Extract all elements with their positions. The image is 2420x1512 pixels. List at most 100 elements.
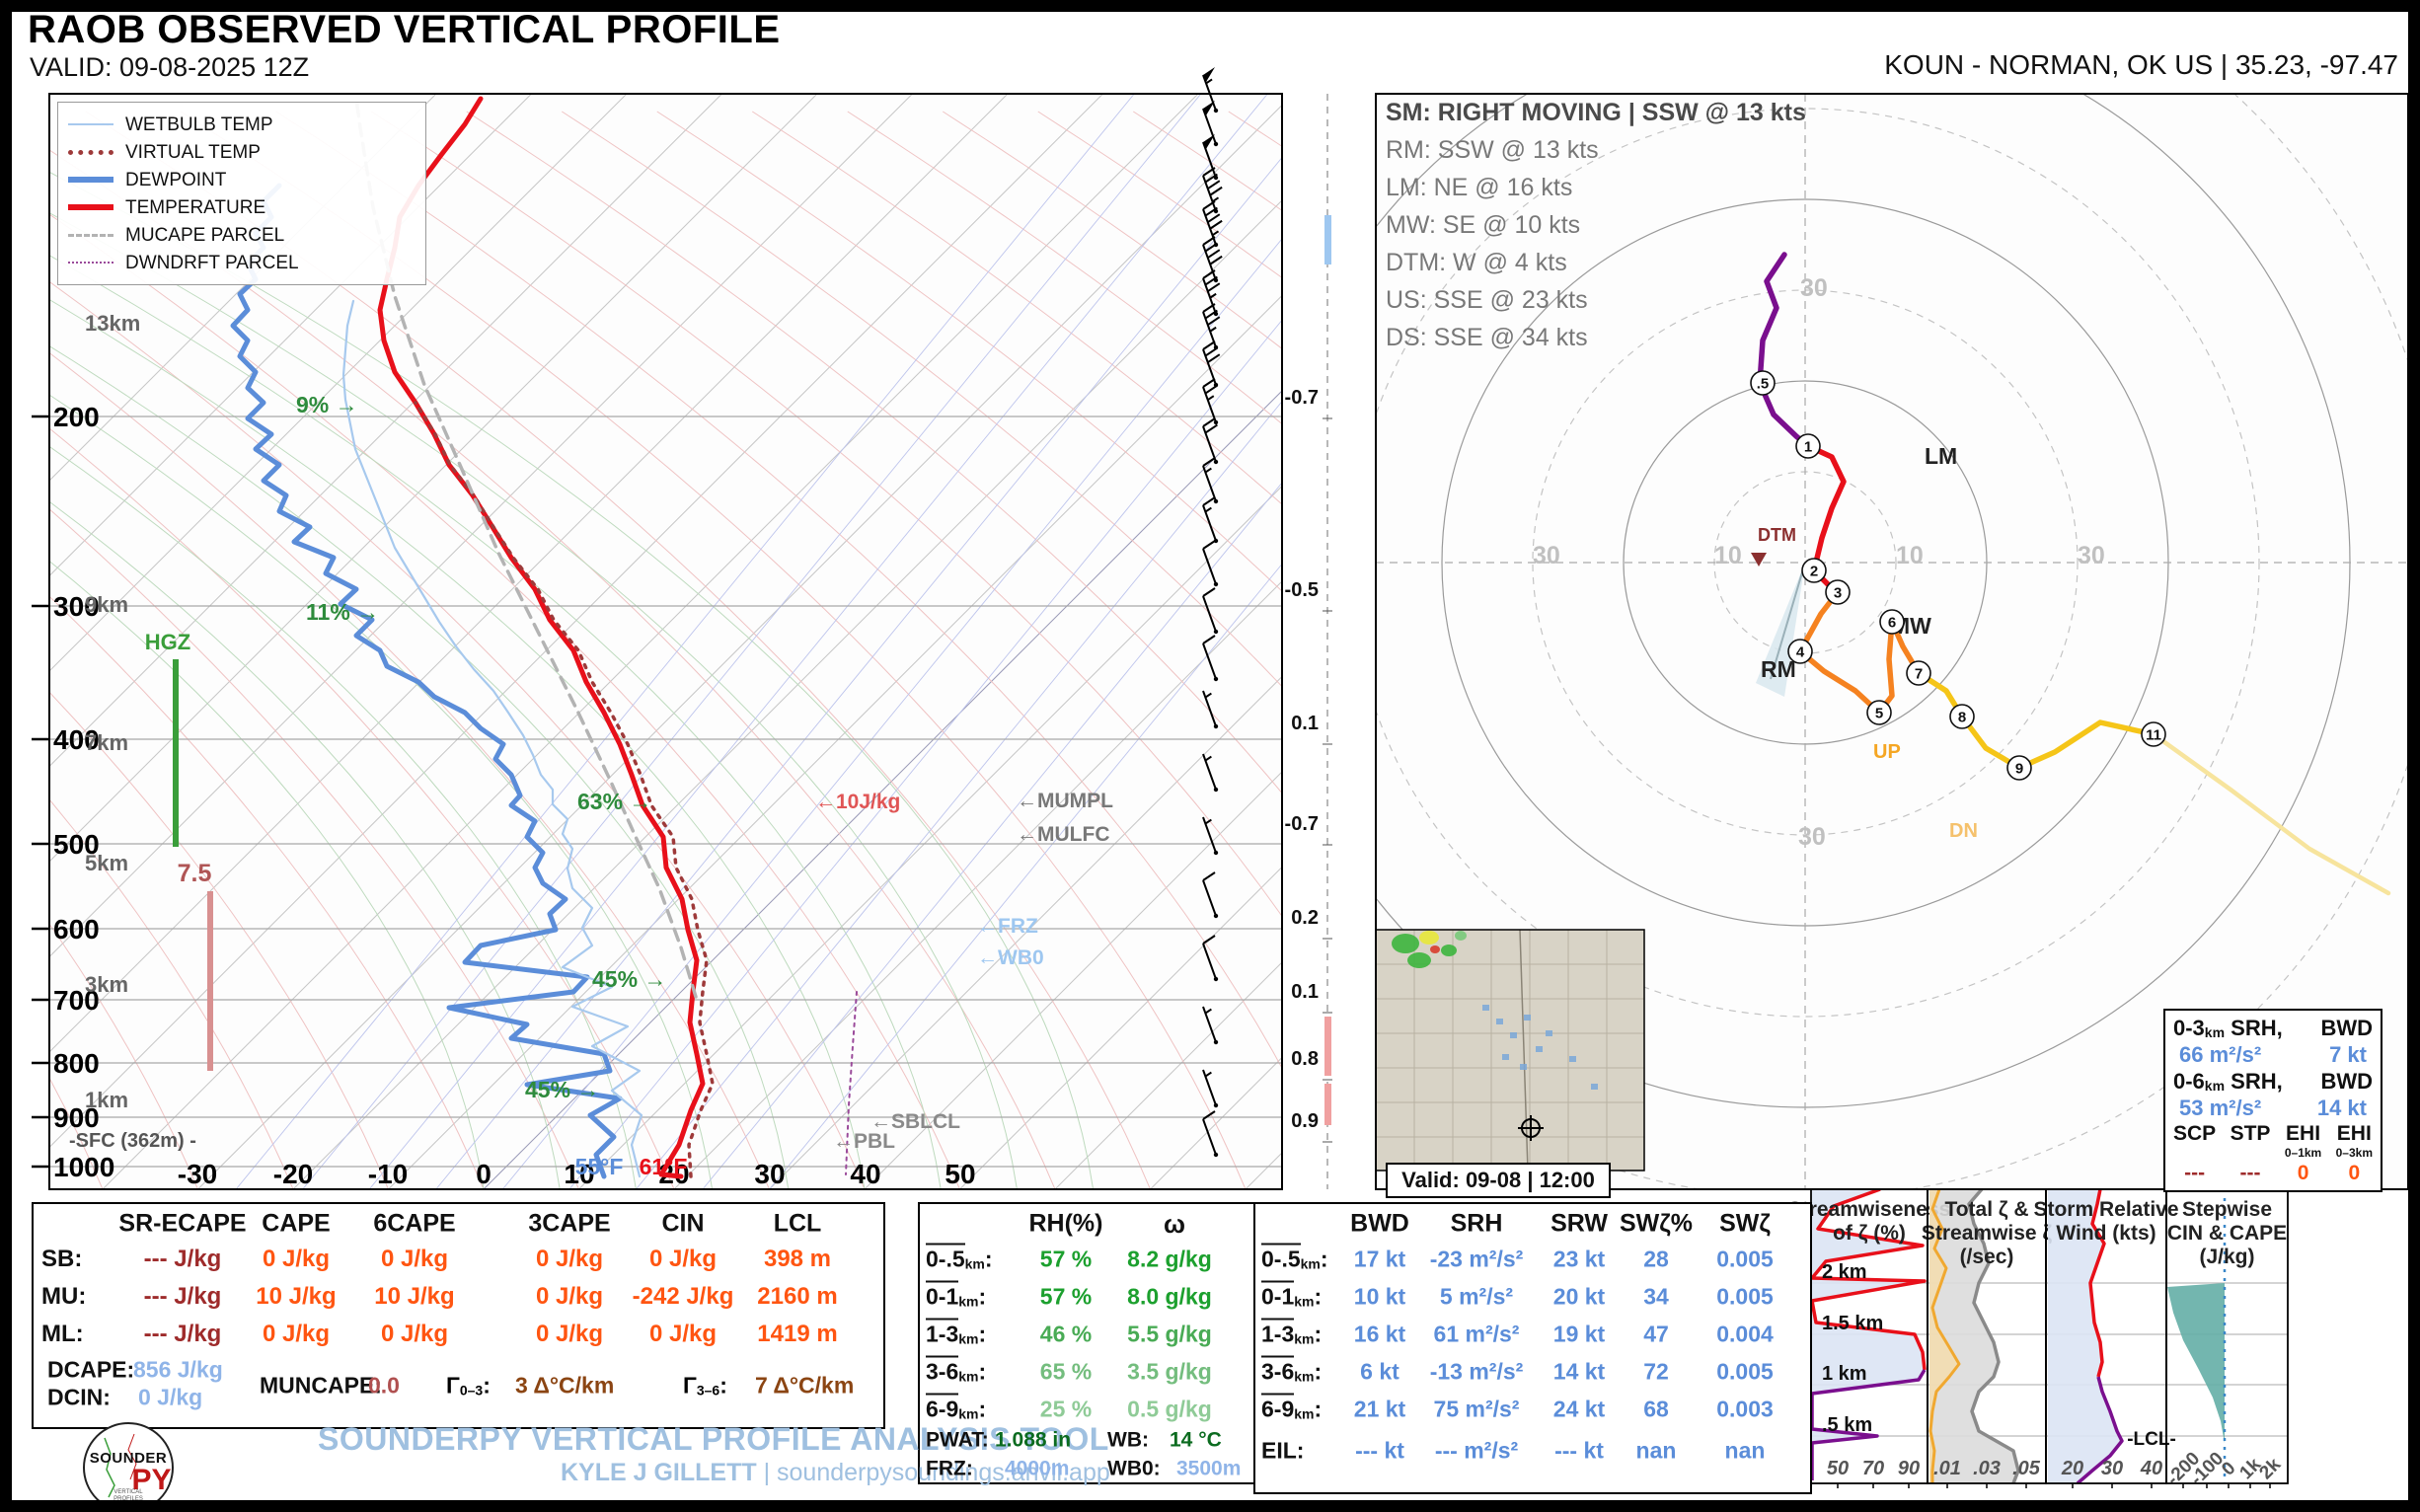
dry-adiabat-line: [752, 111, 1282, 505]
kinematics-value: 19 kt: [1552, 1321, 1606, 1347]
dry-adiabat-line: [943, 111, 1282, 349]
barb-dot: [1213, 1102, 1219, 1108]
srh-bwd-summary-box: 0-3km SRH, BWD 66 m²/s² 7 kt 0-6km SRH, B…: [2163, 1009, 2382, 1192]
rh-annotation: 63% →: [577, 789, 651, 814]
mixing-ratio-line: [568, 319, 1282, 1189]
barb-staff: [1202, 943, 1217, 980]
kinematics-value: 47: [1643, 1321, 1669, 1347]
wind-barb: [1202, 816, 1219, 856]
dry-adiabat-line: [275, 111, 1282, 1070]
kinematics-value: 17 kt: [1353, 1246, 1406, 1272]
wind-barb: [1202, 134, 1219, 181]
kinematics-row-label: EIL:: [1261, 1437, 1305, 1464]
hodo-1-3km-line: [1805, 443, 1847, 595]
barb-staff: [1202, 548, 1217, 585]
moisture-row-label: 3-6km:: [926, 1355, 986, 1385]
thermo-value: 0 J/kg: [648, 1246, 718, 1272]
legend-swatch: [68, 149, 113, 155]
kinematics-table-box: [1253, 1202, 1812, 1494]
legend-item-wetbulb-temp: WETBULB TEMP: [68, 111, 416, 138]
omega-value-label: -0.7: [1285, 813, 1319, 835]
panel-km-label: 1.5 km: [1822, 1313, 1883, 1334]
dcape-label: DCAPE:: [47, 1356, 135, 1383]
panel-title: Total ζ &: [1944, 1198, 2028, 1221]
hodo-height-marker-label: 8: [1958, 710, 1966, 726]
barb-dot: [1213, 723, 1219, 729]
rh-annotation: 11% →: [306, 599, 379, 625]
thermo-value: 10 J/kg: [374, 1283, 455, 1310]
kinematics-value: --- kt: [1554, 1437, 1604, 1464]
wind-barb: [1202, 690, 1219, 729]
kinematics-col-header: BWD: [1350, 1209, 1409, 1238]
barb-full: [1207, 213, 1221, 223]
panel-tick-label: .05: [2012, 1458, 2041, 1479]
hodo-height-marker: [1906, 660, 1931, 686]
wb-value: 14 °C: [1170, 1428, 1222, 1452]
barb-full: [1202, 635, 1216, 644]
moist-adiabat-line: [49, 255, 942, 1189]
barb-full: [1202, 303, 1216, 313]
barb-dot: [1213, 1039, 1219, 1045]
kinematics-value: 72: [1643, 1358, 1669, 1385]
streamwiseness-below-1km: [1811, 1369, 1927, 1480]
barb-full: [1202, 1110, 1216, 1120]
panel-title: CIN & CAPE: [2167, 1222, 2287, 1245]
hodo-height-marker: [1825, 579, 1851, 605]
panel-total-zeta: [1928, 1189, 2046, 1483]
moisture-row-label: 1-3km:: [926, 1318, 986, 1347]
barb-full: [1207, 282, 1221, 292]
barb-half: [1209, 326, 1217, 333]
wb0-value: 3500m: [1176, 1457, 1242, 1480]
radar-echo: [1441, 945, 1457, 956]
panel-title: Wind (kts): [2056, 1222, 2155, 1245]
hodo-0-1km-line: [1757, 252, 1811, 449]
barb-dot: [1213, 141, 1219, 147]
barb-dot: [1213, 976, 1219, 982]
isotherm-line: [673, 580, 1282, 1189]
hodo-point-label-dn: DN: [1949, 820, 1978, 842]
lapse-3-6-label: Γ3–6:: [683, 1372, 727, 1399]
temp-axis-label: 40: [850, 1159, 880, 1189]
kinematics-value: 6 kt: [1360, 1358, 1399, 1385]
moisture-table-box: [918, 1202, 1255, 1484]
thermo-value: 0 J/kg: [535, 1246, 604, 1272]
kinematics-value: 61 m²/s²: [1433, 1321, 1520, 1347]
storm-motion-line: MW: SE @ 10 kts: [1386, 211, 1581, 239]
thermo-value: 398 m: [763, 1246, 832, 1272]
pwat-label: PWAT:: [926, 1428, 989, 1452]
omega-value-label: 0.1: [1291, 981, 1319, 1003]
rh-value: 57 %: [1039, 1283, 1093, 1310]
panel-km-label: 2 km: [1822, 1261, 1867, 1283]
streamwise-zeta-fill: [1929, 1189, 1959, 1483]
srw-above-1km: [2088, 1189, 2106, 1378]
frz-label: FRZ:: [926, 1457, 973, 1480]
dcin-label: DCIN:: [47, 1384, 111, 1410]
level-annotation: ←FRZ: [977, 915, 1038, 938]
barb-staff: [1202, 879, 1217, 917]
thermo-row-label: ML:: [41, 1321, 84, 1347]
legend-swatch: [68, 233, 113, 237]
dewpoint-line: [230, 183, 623, 1179]
pressure-label: 700: [53, 985, 100, 1016]
thermo-value: 0 J/kg: [535, 1321, 604, 1347]
hodo-above-9km-line: [2151, 731, 2391, 896]
panel-tick-label: .01: [1933, 1458, 1961, 1479]
panel-storm-relative-wind: [2046, 1189, 2166, 1483]
thermo-value: -242 J/kg: [632, 1283, 734, 1310]
storm-motion-line: RM: SSW @ 13 kts: [1386, 136, 1599, 164]
wind-barb: [1202, 200, 1223, 248]
hodo-height-marker-label: 11: [2146, 727, 2161, 744]
panel-tick-label: 90: [1898, 1458, 1920, 1479]
dry-adiabat-line: [466, 111, 1282, 794]
barb-dot: [1213, 629, 1219, 635]
hodo-point-label-lm: LM: [1925, 443, 1957, 469]
barb-full: [1202, 587, 1216, 597]
hodo-point-label-dtm: DTM: [1758, 525, 1796, 545]
temp-axis-label: -20: [273, 1159, 313, 1189]
dry-adiabat-line: [181, 111, 1247, 1189]
moist-adiabat-line: [49, 500, 561, 1189]
dwndrft-parcel-line: [845, 991, 858, 1175]
radar-echo: [1430, 945, 1440, 953]
thermo-value: 0 J/kg: [262, 1246, 331, 1272]
logo-art: [104, 1433, 137, 1498]
